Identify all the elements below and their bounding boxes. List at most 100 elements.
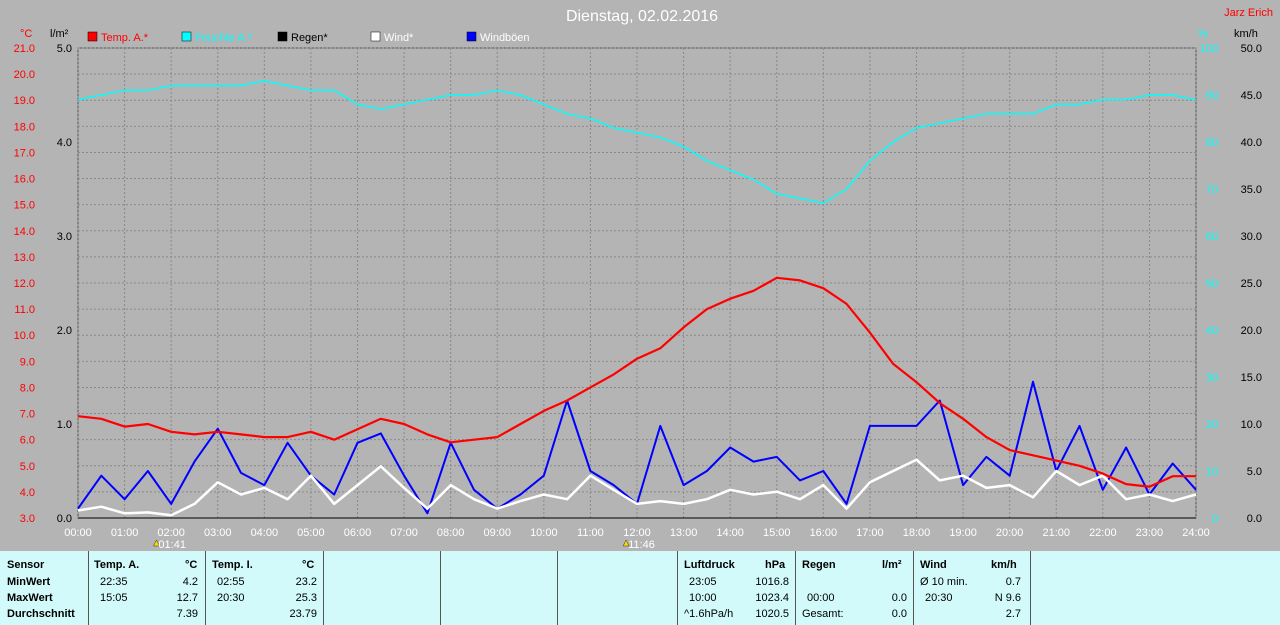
legend-label: Wind* [384, 32, 414, 44]
x-tick-label: 10:00 [530, 527, 558, 539]
temp-tick-label: 21.0 [14, 43, 35, 55]
temp-i-avg: 23.79 [289, 608, 317, 620]
author-label: Jarz Erich [1224, 7, 1273, 19]
pressure-header: Luftdruck [684, 559, 735, 571]
x-tick-label: 15:00 [763, 527, 791, 539]
weather-chart: Dienstag, 02.02.2016 Jarz Erich °C l/m² … [14, 7, 1273, 551]
hum-tick-label: 90 [1206, 90, 1218, 102]
chart-title: Dienstag, 02.02.2016 [566, 8, 718, 25]
temp-tick-label: 11.0 [14, 304, 35, 316]
wind-unit-label: km/h [1234, 28, 1258, 40]
temp-i-header: Temp. I. [212, 559, 253, 571]
legend-swatch [181, 31, 192, 42]
x-tick-label: 09:00 [483, 527, 511, 539]
series-feuchte-a-line [77, 80, 1197, 204]
temp-a-avg: 7.39 [176, 608, 198, 620]
stats-panel: Sensor MinWert MaxWert Durchschnitt Temp… [0, 551, 1280, 625]
x-tick-label: 12:00 [623, 527, 651, 539]
temp-tick-label: 7.0 [20, 409, 35, 421]
wind-min: 0.7 [1005, 576, 1021, 588]
legend-label: Windböen [480, 32, 530, 44]
wind-max-time: 20:30 [925, 592, 953, 604]
hum-unit-label: % [1198, 28, 1208, 40]
temp-tick-label: 15.0 [14, 200, 35, 212]
wind-tick-label: 15.0 [1241, 372, 1262, 384]
rain-header: Regen [802, 559, 836, 571]
hum-tick-label: 10 [1206, 466, 1218, 478]
sensor-column: Sensor MinWert MaxWert Durchschnitt [0, 551, 89, 625]
wind-tick-label: 25.0 [1241, 278, 1262, 290]
axes: 00:00 01:00 02:00 03:00 04:00 05:00 06:00 07:00… [14, 43, 1262, 539]
empty-column-2 [440, 551, 558, 625]
wind-max: N 9.6 [994, 592, 1021, 604]
pressure-max-time: 10:00 [689, 592, 717, 604]
x-tick-label: 11:00 [577, 527, 604, 539]
temp-tick-label: 14.0 [14, 226, 35, 238]
temp-a-min-time: 22:35 [100, 576, 128, 588]
rain-column: Regen l/m² 00:00 0.0 Gesamt: 0.0 [795, 551, 914, 625]
legend-swatch [466, 31, 477, 42]
rain-tick-label: 4.0 [57, 137, 72, 149]
marker-icon [622, 539, 630, 547]
temp-tick-label: 10.0 [14, 330, 35, 342]
pressure-column: Luftdruck hPa 23:05 1016.8 10:00 1023.4 … [677, 551, 796, 625]
pressure-min-time: 23:05 [689, 576, 717, 588]
x-tick-label: 04:00 [251, 527, 279, 539]
rain-tick-label: 0.0 [57, 513, 72, 525]
x-tick-label: 21:00 [1042, 527, 1070, 539]
temp-i-column: Temp. I. °C 02:55 23.2 20:30 25.3 23.79 [205, 551, 324, 625]
pressure-max: 1023.4 [755, 592, 789, 604]
x-tick-label: 22:00 [1089, 527, 1117, 539]
empty-column-1 [323, 551, 441, 625]
rain-tick-label: 3.0 [57, 231, 72, 243]
wind-tick-label: 20.0 [1241, 325, 1262, 337]
temp-i-max-time: 20:30 [217, 592, 245, 604]
hum-tick-label: 40 [1206, 325, 1218, 337]
wind-avg-label: Ø 10 min. [920, 576, 968, 588]
rain-tick-label: 1.0 [57, 419, 72, 431]
x-tick-label: 13:00 [670, 527, 698, 539]
hum-tick-label: 100 [1200, 43, 1218, 55]
temp-tick-label: 18.0 [14, 121, 35, 133]
wind-tick-label: 40.0 [1241, 137, 1262, 149]
temp-tick-label: 9.0 [20, 356, 35, 368]
x-tick-label: 18:00 [903, 527, 931, 539]
x-tick-label: 02:00 [157, 527, 185, 539]
wind-tick-label: 0.0 [1247, 513, 1262, 525]
marker-icon [153, 539, 160, 547]
time-markers: 01:41 11:46 [153, 539, 655, 551]
x-tick-label: 01:00 [111, 527, 139, 539]
temp-tick-label: 19.0 [14, 95, 35, 107]
rain-unit: l/m² [882, 559, 902, 571]
legend-swatch [277, 31, 288, 42]
temp-i-min-time: 02:55 [217, 576, 245, 588]
temp-tick-label: 16.0 [14, 174, 35, 186]
legend-label: Regen* [291, 32, 328, 44]
x-tick-label: 16:00 [810, 527, 838, 539]
rain-total-label: Gesamt: [802, 608, 844, 620]
hum-tick-label: 50 [1206, 278, 1218, 290]
temp-i-min: 23.2 [295, 576, 317, 588]
sensor-header: Sensor [7, 559, 45, 571]
rain-total: 0.0 [891, 608, 907, 620]
temp-a-column: Temp. A. °C 22:35 4.2 15:05 12.7 7.39 [88, 551, 206, 625]
rain-max: 0.0 [891, 592, 907, 604]
legend: Temp. A.* Feuchte A.* Regen* Wind* Windböen [87, 31, 530, 44]
minwert-label: MinWert [7, 576, 51, 588]
hum-tick-label: 60 [1206, 231, 1218, 243]
hum-tick-label: 30 [1206, 372, 1218, 384]
wind-tick-label: 45.0 [1241, 90, 1262, 102]
pressure-unit: hPa [765, 559, 786, 571]
x-tick-label: 03:00 [204, 527, 232, 539]
wind-header: Wind [920, 559, 947, 571]
temp-a-max-time: 15:05 [100, 592, 128, 604]
pressure-trend: ^1.6hPa/h [684, 608, 734, 620]
wind-tick-label: 30.0 [1241, 231, 1262, 243]
series-layer [77, 80, 1197, 519]
rain-tick-label: 2.0 [57, 325, 72, 337]
x-tick-label: 20:00 [996, 527, 1024, 539]
wind-avg: 2.7 [1005, 608, 1021, 620]
legend-swatch [87, 31, 98, 42]
wind-tick-label: 50.0 [1241, 43, 1262, 55]
temp-tick-label: 4.0 [20, 487, 35, 499]
